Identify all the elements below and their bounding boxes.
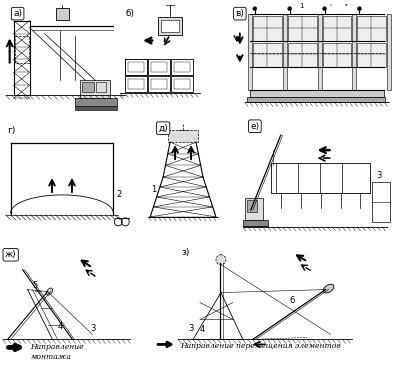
Ellipse shape (323, 284, 334, 293)
Bar (125, 60, 147, 75)
Bar (148, 60, 170, 75)
Text: 2: 2 (116, 190, 122, 199)
Text: 1: 1 (151, 185, 156, 194)
Bar (358, 15, 386, 40)
Text: б): б) (125, 9, 134, 18)
Text: 5: 5 (32, 281, 38, 290)
Circle shape (288, 7, 292, 11)
Bar (243, 220, 268, 226)
Bar (322, 43, 352, 67)
Bar (387, 14, 391, 91)
Bar (358, 43, 386, 67)
Text: Направление перемещения элементов: Направление перемещения элементов (180, 342, 341, 350)
Bar (82, 82, 94, 92)
Bar (128, 63, 144, 72)
Text: ': ' (330, 3, 332, 9)
Text: е): е) (250, 122, 259, 131)
Text: в): в) (236, 9, 244, 18)
Text: 3: 3 (376, 171, 382, 180)
Bar (148, 77, 170, 92)
Bar (171, 77, 193, 92)
Text: 1: 1 (300, 3, 304, 9)
Bar (174, 79, 190, 89)
Circle shape (216, 255, 226, 265)
Bar (318, 14, 322, 91)
Text: 3: 3 (188, 325, 194, 333)
Bar (174, 63, 190, 72)
Bar (80, 80, 110, 98)
Bar (125, 60, 147, 75)
Bar (15, 36, 28, 63)
Bar (245, 198, 263, 220)
Circle shape (253, 7, 257, 11)
Ellipse shape (46, 288, 52, 295)
Bar (76, 98, 117, 106)
Bar (247, 97, 385, 102)
Bar (352, 14, 356, 91)
Bar (372, 182, 390, 222)
Bar (168, 130, 198, 142)
Text: а): а) (13, 9, 22, 18)
Text: д): д) (158, 124, 168, 133)
Bar (322, 15, 352, 40)
Bar (247, 200, 257, 212)
Text: '': '' (344, 3, 348, 9)
Bar (158, 17, 182, 35)
Circle shape (358, 7, 362, 11)
Bar (283, 14, 287, 91)
Bar (161, 20, 179, 32)
Bar (288, 43, 316, 67)
Bar (76, 106, 117, 110)
Bar (128, 79, 144, 89)
Text: 6: 6 (290, 296, 295, 305)
Text: 3: 3 (90, 325, 96, 333)
Text: ж): ж) (5, 250, 16, 259)
Bar (250, 91, 384, 97)
Text: г): г) (7, 126, 15, 135)
Bar (248, 14, 252, 91)
Circle shape (322, 7, 326, 11)
Text: Направление
монтажа: Направление монтажа (30, 343, 84, 361)
Text: з): з) (181, 248, 190, 257)
Bar (171, 60, 193, 75)
Bar (288, 15, 316, 40)
Bar (151, 63, 167, 72)
Bar (253, 43, 282, 67)
Bar (271, 163, 370, 193)
Bar (56, 8, 70, 20)
Bar (96, 82, 106, 92)
Bar (151, 79, 167, 89)
Bar (253, 15, 282, 40)
Text: 4: 4 (200, 325, 205, 335)
Bar (125, 77, 147, 92)
Text: 4: 4 (58, 322, 63, 332)
